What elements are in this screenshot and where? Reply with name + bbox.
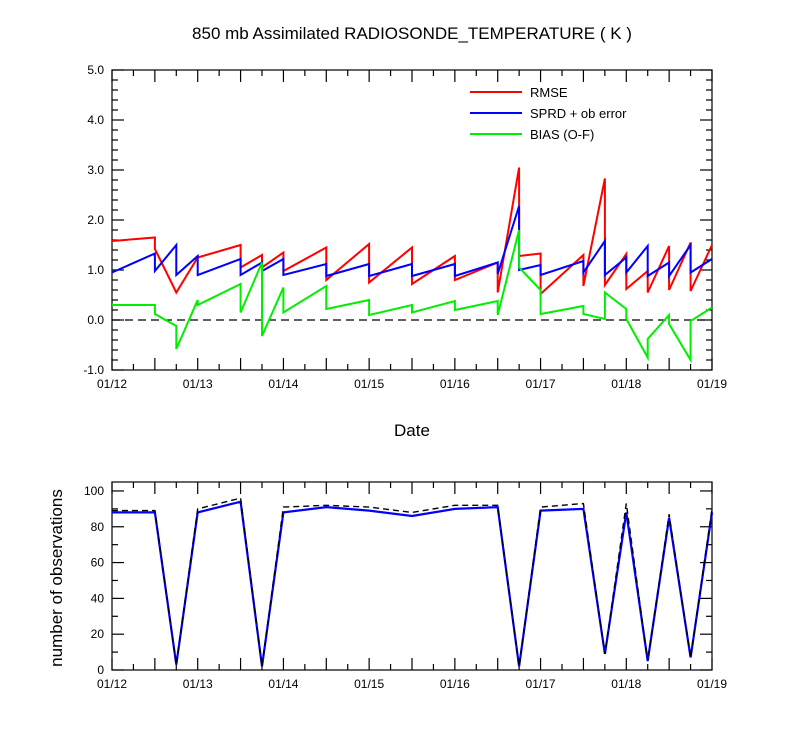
rmse-spread-bias-plot: 01/12 01/13 01/14 01/15 01/16 01/17 01/18 01/19… — [83, 63, 727, 391]
x-tick-label: 01/12 — [97, 677, 127, 691]
x-tick-label: 01/19 — [697, 677, 727, 691]
observation-count-plot: 01/12 01/13 01/14 01/15 01/16 01/17 01/18 01/19… — [84, 481, 727, 691]
rmse-line — [111, 167, 713, 297]
y-tick-label: 3.0 — [87, 163, 104, 177]
x-tick-label: 01/17 — [526, 377, 556, 391]
bias-line — [112, 229, 713, 364]
spread-line — [111, 205, 713, 280]
legend-label: SPRD + ob error — [530, 106, 627, 121]
x-tick-label: 01/15 — [354, 677, 384, 691]
legend-label: RMSE — [530, 85, 568, 100]
y-tick-label: 100 — [84, 484, 104, 498]
x-tick-label: 01/16 — [440, 377, 470, 391]
y-tick-label: 20 — [91, 627, 105, 641]
y-tick-label: -1.0 — [83, 363, 104, 377]
y-tick-label: 4.0 — [87, 113, 104, 127]
x-tick-label: 01/12 — [97, 377, 127, 391]
y-tick-label: 0.0 — [87, 313, 104, 327]
x-tick-label: 01/19 — [697, 377, 727, 391]
chart-title: 850 mb Assimilated RADIOSONDE_TEMPERATUR… — [192, 24, 632, 43]
x-tick-label: 01/18 — [611, 677, 641, 691]
x-tick-label: 01/18 — [611, 377, 641, 391]
y-tick-label: 5.0 — [87, 63, 104, 77]
legend: RMSE SPRD + ob error BIAS (O-F) — [470, 85, 627, 142]
x-tick-label: 01/17 — [526, 677, 556, 691]
y-tick-label: 40 — [91, 591, 105, 605]
obs-count-line — [112, 500, 714, 667]
x-tick-label: 01/13 — [183, 377, 213, 391]
x-axis-label: Date — [394, 421, 430, 440]
y-tick-label: 0 — [97, 663, 104, 677]
y-tick-label: 60 — [91, 556, 105, 570]
x-tick-label: 01/14 — [268, 377, 298, 391]
x-tick-label: 01/15 — [354, 377, 384, 391]
obs-count-dashed-line — [112, 497, 713, 667]
legend-label: BIAS (O-F) — [530, 127, 594, 142]
y-tick-label: 80 — [91, 520, 105, 534]
x-tick-label: 01/13 — [183, 677, 213, 691]
y-axis-label-observations: number of observations — [47, 489, 66, 667]
x-tick-label: 01/14 — [268, 677, 298, 691]
x-tick-label: 01/16 — [440, 677, 470, 691]
y-tick-label: 2.0 — [87, 213, 104, 227]
y-tick-label: 1.0 — [87, 263, 104, 277]
